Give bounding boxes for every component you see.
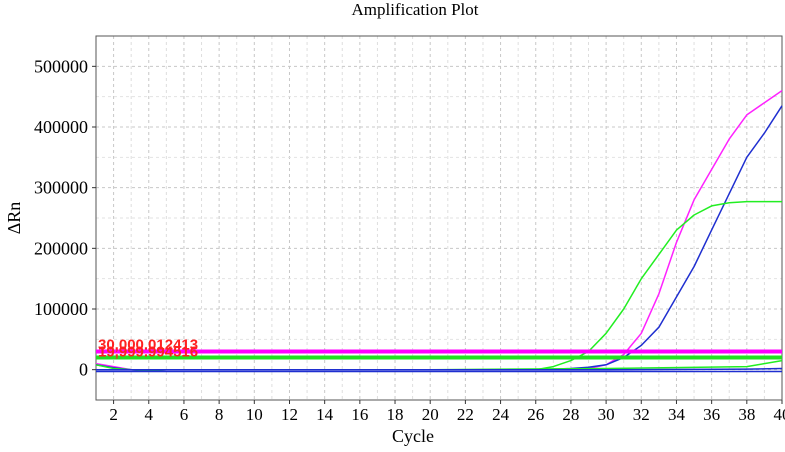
- x-tick-label: 24: [492, 405, 510, 424]
- x-axis: 246810121416182022242628303234363840: [109, 400, 785, 424]
- y-tick-label: 400000: [34, 117, 88, 137]
- gridlines: [96, 36, 782, 400]
- x-tick-label: 8: [215, 405, 224, 424]
- x-tick-label: 28: [562, 405, 579, 424]
- x-tick-label: 16: [351, 405, 368, 424]
- series-line-2: [96, 202, 782, 371]
- x-tick-label: 38: [738, 405, 755, 424]
- x-axis-title: Cycle: [392, 426, 434, 446]
- y-axis: 0 100000 200000 300000 400000 500000: [34, 56, 96, 379]
- x-tick-label: 10: [246, 405, 263, 424]
- x-tick-label: 6: [180, 405, 189, 424]
- y-tick-label: 300000: [34, 178, 88, 198]
- y-tick-label: 0: [79, 360, 88, 380]
- series-line-0: [96, 91, 782, 371]
- x-tick-label: 18: [387, 405, 404, 424]
- x-tick-label: 14: [316, 405, 334, 424]
- x-tick-label: 4: [145, 405, 154, 424]
- series-line-1: [96, 106, 782, 371]
- x-tick-label: 22: [457, 405, 474, 424]
- y-tick-label: 100000: [34, 299, 88, 319]
- chart-title: Amplification Plot: [351, 0, 478, 19]
- series-line-3: [96, 361, 782, 370]
- x-tick-label: 34: [668, 405, 686, 424]
- x-tick-label: 12: [281, 405, 298, 424]
- threshold-label-1: 19,999.994516: [98, 344, 198, 361]
- x-tick-label: 30: [598, 405, 615, 424]
- y-tick-label: 200000: [34, 238, 88, 258]
- series-line-5: [96, 369, 782, 370]
- series-lines: [96, 91, 782, 372]
- x-tick-label: 20: [422, 405, 439, 424]
- x-tick-label: 26: [527, 405, 544, 424]
- x-tick-label: 40: [774, 405, 785, 424]
- x-tick-label: 32: [633, 405, 650, 424]
- y-tick-label: 500000: [34, 56, 88, 76]
- y-axis-title: ΔRn: [4, 202, 24, 235]
- x-tick-label: 2: [109, 405, 118, 424]
- x-tick-label: 36: [703, 405, 720, 424]
